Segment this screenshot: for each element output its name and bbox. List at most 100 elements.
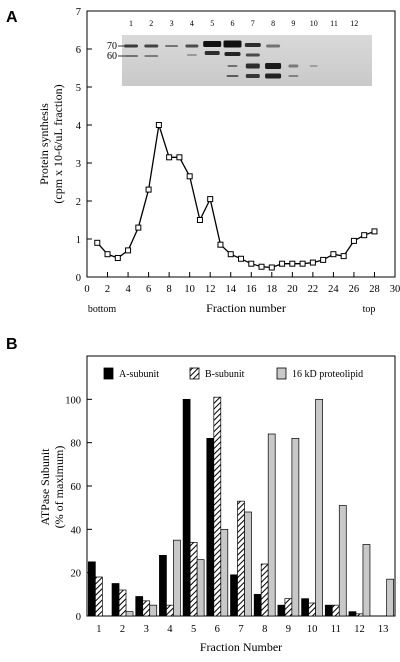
panel-a-x-tick-label: 0 [84,284,89,295]
panel-b-chart: B A-subunit B-subunit 16 kD proteolipid 0 2… [6,336,396,654]
gel-band [309,65,318,67]
panel-b-x-tick-label: 8 [262,624,267,635]
gel-band [245,53,260,57]
panel-a-data-point [320,256,327,263]
panel-b-x-tick-label: 1 [96,624,101,635]
panel-b-bar-16-kd-proteolipid [338,505,347,617]
gel-lane-number: 10 [310,19,318,28]
panel-a-data-point [227,251,234,258]
panel-b-bar-b-subunit [189,541,198,617]
gel-band [288,64,299,68]
panel-b-bar-a-subunit [348,611,357,617]
panel-a-y-label-line1: Protein synthesis [37,103,51,185]
gel-band [226,75,239,77]
panel-a-y-tick-label: 2 [76,197,81,208]
panel-b-bar-a-subunit [111,583,120,617]
gel-lane-number: 8 [271,19,275,28]
gel-lane-number: 11 [330,19,338,28]
panel-b-y-tick-label: 80 [71,439,82,450]
legend-swatch [103,367,114,380]
gel-lane-number: 3 [170,19,174,28]
panel-a-y-tick-label: 3 [76,159,81,170]
panel-a-y-tick-label: 0 [76,273,81,284]
panel-b-bar-b-subunit [118,589,127,617]
gel-lane-number: 9 [291,19,295,28]
gel-band [224,52,241,56]
panel-a-x-label: Fraction number [206,301,286,315]
panel-a-data-point [114,255,121,261]
panel-a-series-line [96,124,375,269]
panel-a-x-tick-label: 10 [184,284,195,295]
panel-a-data-point [340,253,347,260]
panel-a-data-point [289,260,296,267]
panel-b-bar-a-subunit [135,596,144,617]
panel-a-data-point [299,260,306,267]
gel-band [265,73,282,79]
gel-band [245,63,260,69]
panel-b-bar-b-subunit [213,396,222,617]
panel-a-x-tick-label: 26 [349,284,360,295]
panel-a-y-tick-label: 1 [76,235,81,246]
panel-a-y-tick-label: 6 [76,45,81,56]
panel-b-x-tick-label: 3 [144,624,149,635]
gel-lane-number: 1 [129,19,133,28]
gel-band [124,55,138,57]
panel-b-bar-b-subunit [331,604,340,617]
gel-lane-number: 2 [149,19,153,28]
gel-band [186,54,197,56]
panel-b-bar-16-kd-proteolipid [125,611,134,617]
panel-a-data-point [361,232,368,239]
panel-a-data-point [248,260,255,267]
gel-lane-numbers: 1 2 3 4 5 6 7 8 9 10 11 12 [129,19,358,28]
panel-b-bar-a-subunit [301,598,309,617]
panel-a-series [94,122,378,271]
panel-b-x-tick-label: 4 [167,624,173,635]
panel-b-x-tick-label: 11 [331,624,341,635]
panel-a-data-point [207,196,214,203]
panel-b-x-label: Fraction Number [200,640,282,654]
gel-bands [124,40,318,79]
panel-a-data-point [186,173,193,180]
panel-b-bar-a-subunit [253,593,262,617]
panel-a-x-annotation-bottom: bottom [88,304,117,315]
panel-b-bars [87,396,395,617]
gel-band [144,44,159,48]
panel-a-y-tick-label: 5 [76,83,81,94]
panel-a-data-point [217,241,224,248]
gel-band [124,44,138,48]
panel-b-x-tick-label: 13 [378,624,389,635]
panel-a-data-point [309,259,316,266]
panel-b-bar-a-subunit [206,437,215,617]
panel-a-data-point [166,154,173,161]
panel-b-bar-16-kd-proteolipid [173,539,181,617]
panel-a-data-point [330,251,337,258]
panel-a-x-tick-label: 12 [205,284,216,295]
panel-a-data-point [371,228,378,235]
legend-swatch [276,367,287,380]
panel-a-x-tick-label: 2 [105,284,110,295]
panel-a-data-point [125,247,132,254]
panel-b-bar-b-subunit [142,600,151,617]
panel-b-bar-16-kd-proteolipid [267,433,276,617]
gel-band [288,75,299,77]
panel-a-x-tick-label: 30 [390,284,400,295]
panel-b-y-label-line2: (% of maximum) [52,446,66,529]
panel-a-data-point [238,255,244,262]
panel-a-x-axis: 0 2 4 6 8 10 12 14 16 18 20 22 24 26 28 30 [84,272,400,295]
panel-a-x-annotation-top: top [363,304,376,315]
panel-b-bar-16-kd-proteolipid [220,528,229,617]
panel-b-bar-16-kd-proteolipid [196,559,205,617]
panel-b-bar-16-kd-proteolipid [291,437,300,617]
panel-b-bar-b-subunit [94,576,103,617]
gel-band [244,43,261,47]
panel-a-data-point [350,237,357,244]
panel-a-data-point [279,260,286,267]
panel-b-x-axis: 1 2 3 4 5 6 7 8 9 10 11 12 13 [96,624,388,635]
panel-b-y-axis: 0 20 40 60 80 100 [65,395,92,623]
panel-a-data-point [104,251,111,258]
panel-a-x-tick-label: 22 [308,284,319,295]
panel-b-bar-b-subunit [308,602,316,617]
panel-b-x-tick-label: 9 [286,624,291,635]
gel-band [245,74,260,78]
